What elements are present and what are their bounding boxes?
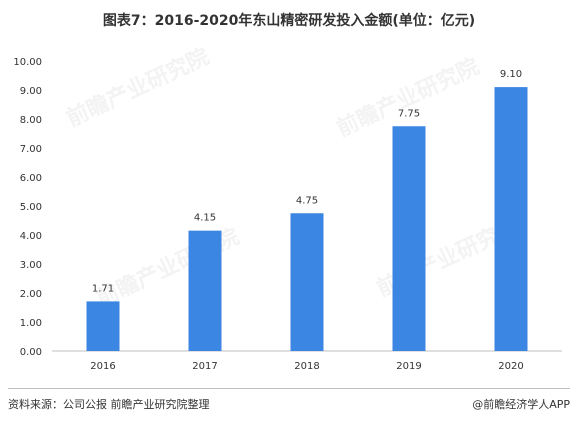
bar	[392, 126, 426, 351]
y-tick-label: 2.00	[20, 289, 42, 300]
y-tick-label: 0.00	[20, 347, 42, 358]
bar-value-label: 4.75	[296, 195, 318, 206]
credit-note: @前瞻经济学人APP	[472, 398, 570, 411]
x-tick-label: 2020	[498, 361, 523, 372]
bar	[494, 87, 528, 351]
y-tick-label: 10.00	[13, 57, 42, 68]
y-tick-label: 5.00	[20, 202, 42, 213]
bar	[290, 213, 324, 351]
chart-title: 图表7：2016-2020年东山精密研发投入金额(单位：亿元)	[102, 13, 476, 29]
y-tick-label: 1.00	[20, 318, 42, 329]
bar-value-label: 1.71	[92, 283, 114, 294]
y-tick-label: 8.00	[20, 115, 42, 126]
x-tick-label: 2017	[192, 361, 217, 372]
bar-value-label: 7.75	[398, 108, 420, 119]
bar	[86, 301, 120, 351]
x-tick-label: 2018	[294, 361, 319, 372]
y-tick-label: 7.00	[20, 144, 42, 155]
y-tick-label: 3.00	[20, 260, 42, 271]
x-tick-label: 2016	[90, 361, 115, 372]
bar	[188, 230, 222, 351]
bar-value-label: 9.10	[500, 69, 522, 80]
y-tick-label: 4.00	[20, 231, 42, 242]
y-tick-label: 9.00	[20, 86, 42, 97]
y-tick-label: 6.00	[20, 173, 42, 184]
source-note: 资料来源：公司公报 前瞻产业研究院整理	[8, 398, 210, 411]
x-tick-label: 2019	[396, 361, 421, 372]
bar-value-label: 4.15	[194, 213, 216, 224]
footer-divider	[8, 388, 570, 389]
